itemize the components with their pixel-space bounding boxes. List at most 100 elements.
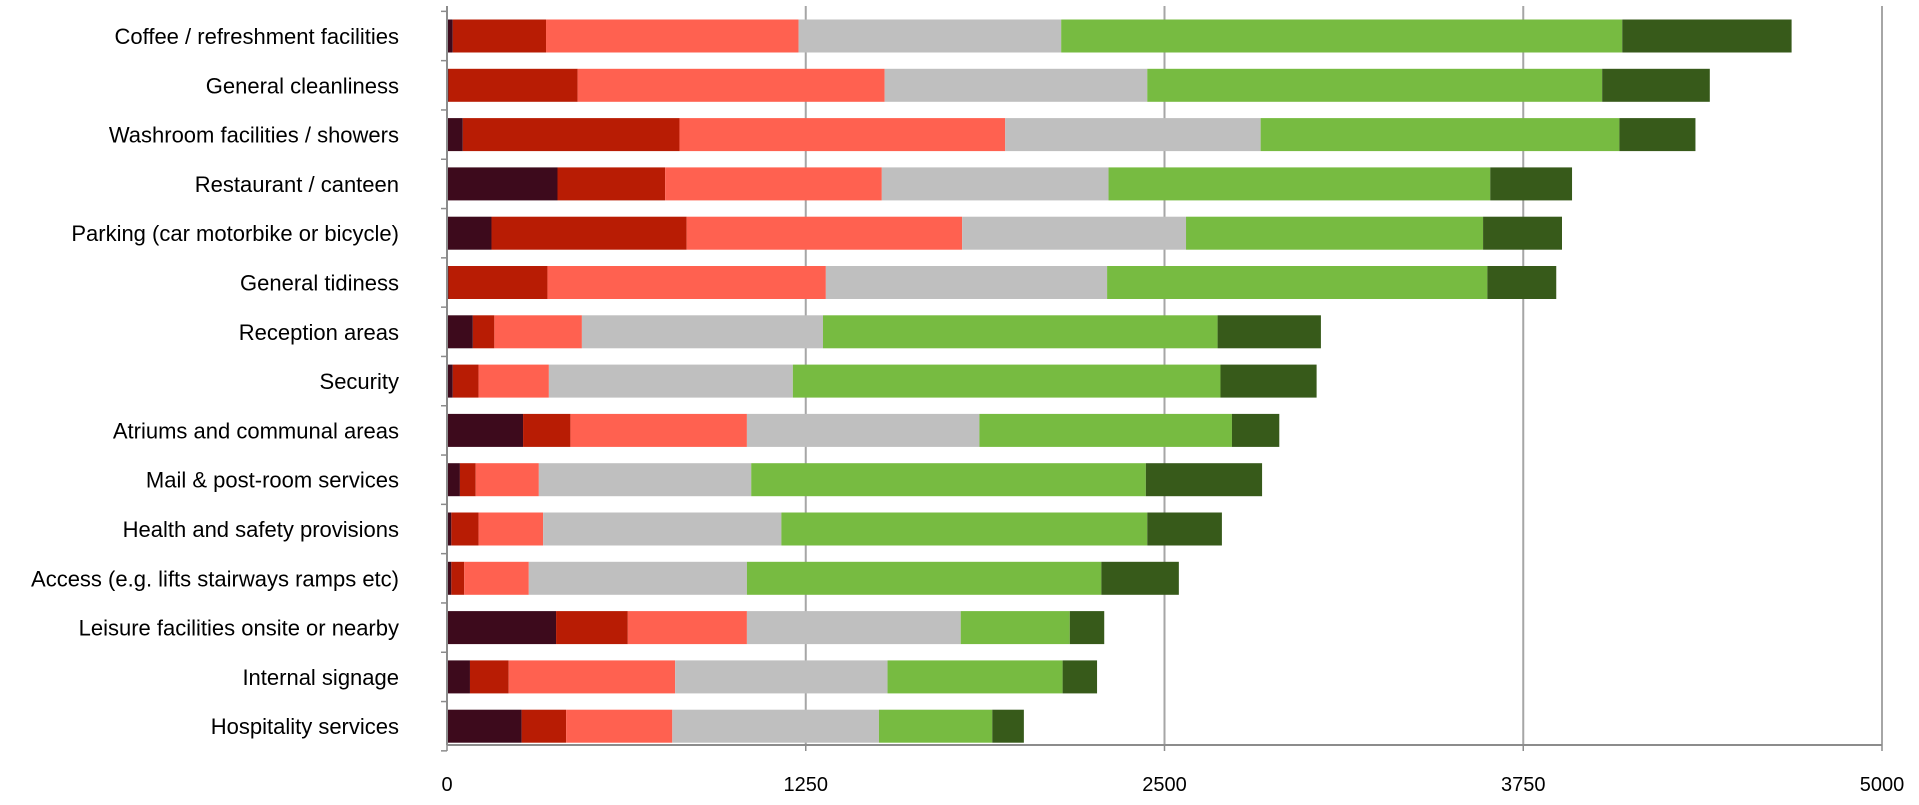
bar-segment-2 [451,512,479,546]
category-label: Security [320,369,399,394]
category-label: Coffee / refreshment facilities [115,24,400,49]
bar-segment-4 [538,463,752,497]
bar-segment-4 [746,413,980,447]
bar-segment-5 [1107,266,1488,299]
bar-segment-4 [884,68,1148,102]
bar-segment-2 [557,167,666,201]
bar-segment-2 [448,266,548,299]
bar-segment-2 [448,68,578,102]
bar-segment-6 [1220,364,1317,398]
bar-segment-5 [878,709,993,743]
x-tick-label: 0 [441,774,452,796]
category-label: Mail & post-room services [146,468,399,493]
bar-segment-5 [822,315,1218,349]
bar-segment-5 [887,660,1063,694]
bar-segment-4 [675,660,888,694]
bar-segment-3 [577,68,885,102]
bar-segment-6 [1145,463,1263,497]
bar-segment-6 [1490,167,1573,201]
x-tick-label: 1250 [784,774,829,796]
bar-segment-5 [792,364,1221,398]
bar-segment-2 [459,463,476,497]
category-label: Leisure facilities onsite or nearby [79,616,399,641]
bar-segment-2 [469,660,509,694]
bar-segment-3 [686,216,963,250]
bar-segment-3 [566,709,673,743]
category-label: Hospitality services [211,714,399,739]
x-tick-label: 3750 [1501,774,1546,796]
bar-segment-4 [825,266,1108,299]
bar-segment-3 [508,660,676,694]
category-label: Reception areas [239,320,399,345]
bar-segment-3 [627,611,747,645]
bar-segment-4 [581,315,823,349]
bar-segment-6 [1217,315,1321,349]
bar-segment-4 [798,19,1062,53]
bar-segment-6 [1062,660,1098,694]
bar-segment-3 [547,266,826,299]
bar-segment-1 [447,118,463,152]
bar-segment-1 [447,512,452,546]
bar-segment-3 [478,512,544,546]
bar-segment-4 [962,216,1187,250]
bar-segment-6 [1101,561,1179,595]
bar-segment-4 [1005,118,1261,152]
category-label: Restaurant / canteen [195,172,399,197]
x-tick-label: 2500 [1142,774,1187,796]
bar-segment-6 [1602,68,1710,102]
bar-segment-6 [1231,413,1280,447]
bar-segment-2 [452,364,479,398]
bar-segment-2 [472,315,495,349]
bar-segment-2 [452,19,547,53]
bar-segment-6 [1487,266,1557,299]
bar-segments [447,19,1792,743]
category-label: Internal signage [242,665,399,690]
bar-segment-1 [447,364,453,398]
bar-segment-2 [521,709,567,743]
category-label: General tidiness [240,271,399,296]
bar-segment-5 [1061,19,1623,53]
bar-segment-6 [1622,19,1792,53]
category-label: Washroom facilities / showers [109,123,399,148]
bar-segment-2 [462,118,680,152]
bar-segment-4 [672,709,879,743]
bar-segment-5 [1147,68,1603,102]
bar-segment-1 [447,660,470,694]
bar-segment-6 [1619,118,1696,152]
bar-segment-5 [1186,216,1484,250]
bar-segment-5 [746,561,1102,595]
bar-segment-6 [1483,216,1562,250]
bar-segment-1 [447,167,558,201]
bar-segment-5 [979,413,1232,447]
bar-segment-1 [447,216,492,250]
bar-segment-5 [751,463,1146,497]
bar-segment-2 [491,216,687,250]
bar-segment-1 [447,463,460,497]
bar-segment-2 [523,413,571,447]
bar-segment-1 [447,561,452,595]
bar-segment-4 [746,611,961,645]
bar-segment-3 [494,315,582,349]
bar-segment-4 [528,561,747,595]
bar-segment-3 [464,561,529,595]
bar-segment-1 [447,19,453,53]
category-label: Parking (car motorbike or bicycle) [71,221,399,246]
bar-segment-1 [447,413,524,447]
bar-segment-2 [451,561,465,595]
category-label: Atriums and communal areas [113,418,399,443]
bar-segment-5 [1260,118,1620,152]
bar-segment-3 [546,19,799,53]
bar-segment-1 [447,611,557,645]
bar-segment-4 [543,512,782,546]
axes [441,6,1883,752]
bar-segment-1 [447,709,522,743]
bar-segment-3 [475,463,539,497]
category-label: Access (e.g. lifts stairways ramps etc) [31,566,399,591]
bar-segment-4 [548,364,793,398]
bar-segment-3 [570,413,747,447]
bar-segment-6 [1147,512,1222,546]
category-label: General cleanliness [206,73,399,98]
category-label: Health and safety provisions [123,517,399,542]
